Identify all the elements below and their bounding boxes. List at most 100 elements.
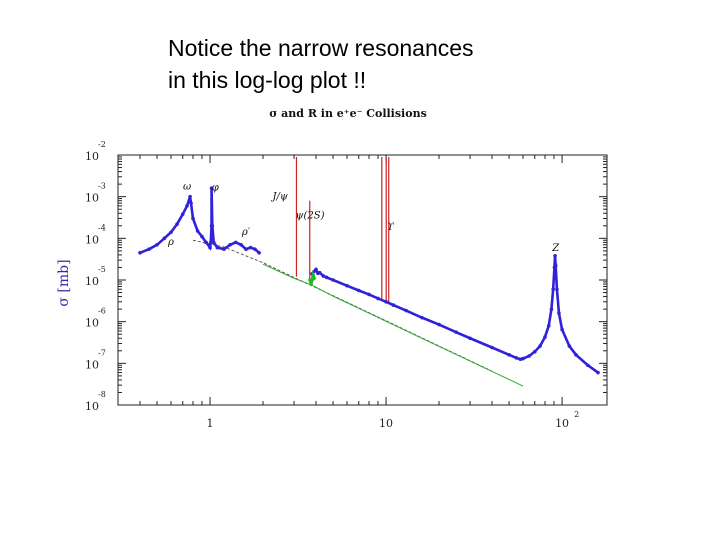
x-tick-label: 10 <box>555 417 569 430</box>
y-tick-exponent: -7 <box>98 348 106 357</box>
y-tick-label: 10 <box>85 317 99 330</box>
x-tick-label: 1 <box>207 417 214 430</box>
data-point <box>454 330 458 334</box>
data-point <box>188 194 192 199</box>
y-tick-exponent: -6 <box>98 307 106 316</box>
resonance-label: Z <box>551 243 560 254</box>
data-point <box>317 270 322 275</box>
data-point <box>200 234 204 239</box>
y-tick-exponent: -4 <box>98 223 106 232</box>
data-point <box>533 349 537 354</box>
data-point <box>147 247 151 251</box>
data-point <box>437 322 441 327</box>
caption-line-2: in this log-log plot !! <box>168 67 367 93</box>
data-point <box>376 296 380 301</box>
resonance-label: φ <box>212 183 219 194</box>
resonance-label: ψ(2S) <box>296 210 325 221</box>
data-point <box>507 353 511 357</box>
data-point <box>195 229 200 233</box>
y-tick-label: 10 <box>85 233 99 246</box>
data-point <box>215 245 220 250</box>
y-axis-label: σ [mb] <box>56 259 72 306</box>
data-point <box>244 247 248 251</box>
chart-title: σ and R in e⁺e⁻ Collisions <box>269 107 427 120</box>
data-point <box>180 212 185 216</box>
data-point <box>490 345 494 350</box>
slide-caption: Notice the narrow resonances in this log… <box>168 32 474 96</box>
data-point <box>567 344 572 348</box>
resonance-label: ρ <box>167 237 174 248</box>
y-tick-label: 10 <box>85 150 99 163</box>
data-point <box>404 308 408 313</box>
data-point <box>574 353 578 357</box>
data-point <box>233 240 238 245</box>
data-point <box>314 267 318 272</box>
data-point <box>521 356 525 361</box>
data-point <box>175 222 179 226</box>
data-point <box>420 315 424 320</box>
x-tick-exponent: 2 <box>574 410 579 419</box>
data-point <box>189 201 193 205</box>
data-point <box>514 356 519 360</box>
data-point <box>538 344 542 348</box>
data-point <box>312 276 316 281</box>
plot-frame <box>117 154 608 406</box>
data-point <box>345 283 349 288</box>
y-tick-label: 10 <box>85 275 99 288</box>
resonance-label: ϒ <box>387 222 395 233</box>
data-point <box>324 275 329 280</box>
data-point <box>331 278 335 282</box>
data-point <box>560 327 564 332</box>
data-point <box>169 230 173 235</box>
data-point <box>555 287 559 292</box>
y-tick-label: 10 <box>85 192 99 205</box>
data-point <box>211 240 216 245</box>
data-point <box>155 242 159 247</box>
data-point <box>309 282 313 286</box>
data-point <box>253 247 257 251</box>
data-point <box>208 245 212 250</box>
y-tick-exponent: -3 <box>98 182 106 191</box>
data-point <box>210 223 215 228</box>
data-point <box>209 186 214 190</box>
data-point <box>248 245 253 250</box>
series-data-line <box>311 255 599 374</box>
data-point <box>162 236 167 241</box>
data-point <box>208 240 213 245</box>
y-tick-exponent: -8 <box>98 390 106 399</box>
data-point <box>543 335 547 339</box>
data-point <box>546 323 551 328</box>
data-point <box>228 242 232 247</box>
caption-line-1: Notice the narrow resonances <box>168 35 474 61</box>
data-point <box>527 354 531 358</box>
data-point <box>311 273 315 278</box>
data-point <box>549 307 554 311</box>
data-point <box>468 336 472 341</box>
data-point <box>356 288 361 293</box>
data-point <box>557 311 561 315</box>
resonance-label: ω <box>183 181 191 192</box>
y-tick-label: 10 <box>85 400 99 413</box>
data-point <box>553 254 557 258</box>
data-point <box>596 370 600 375</box>
data-point <box>191 216 195 221</box>
resonance-label: ρ′ <box>241 227 251 238</box>
series-fit_green-line <box>262 263 524 387</box>
data-point <box>239 242 243 247</box>
data-point <box>204 240 208 245</box>
data-point <box>391 303 396 307</box>
data-point <box>384 299 388 304</box>
resonance-label: J/ψ <box>270 192 287 203</box>
data-point <box>185 204 189 208</box>
series-fit_dashed-line <box>192 239 493 372</box>
data-point <box>551 287 555 292</box>
data-point <box>585 363 590 368</box>
y-tick-exponent: -2 <box>98 140 106 149</box>
data-point <box>321 274 326 278</box>
x-tick-label: 10 <box>379 417 393 430</box>
y-tick-label: 10 <box>85 358 99 371</box>
data-point <box>257 250 261 255</box>
data-point <box>367 292 371 297</box>
data-point <box>222 247 226 251</box>
